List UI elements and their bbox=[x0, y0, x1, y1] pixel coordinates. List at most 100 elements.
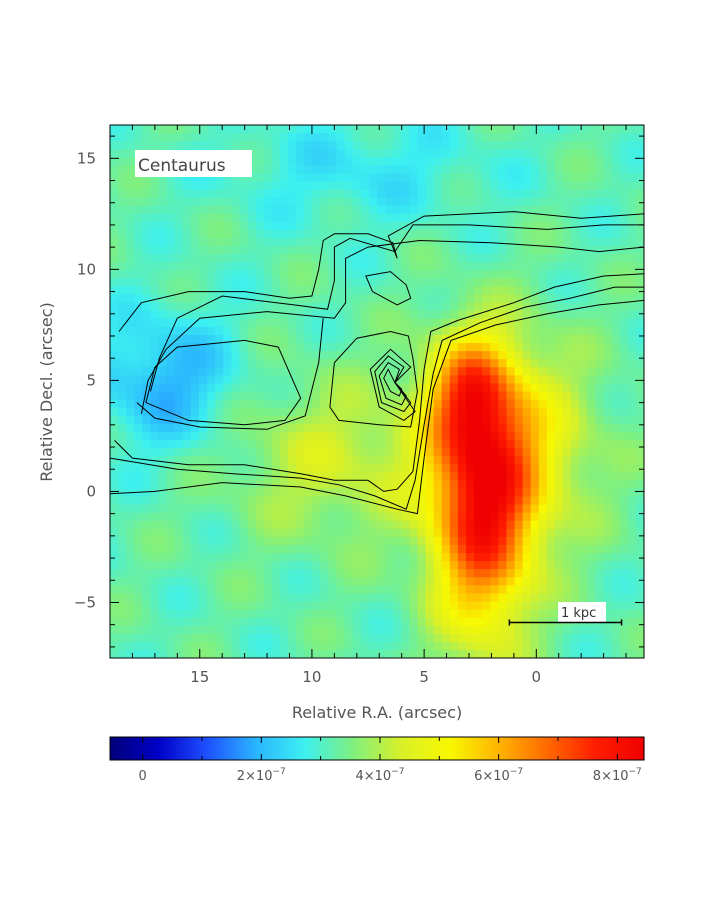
heatmap-cell bbox=[466, 561, 475, 570]
heatmap-cell bbox=[328, 197, 338, 207]
heatmap-cell bbox=[619, 383, 629, 393]
heatmap-cell bbox=[118, 262, 127, 271]
heatmap-cell bbox=[150, 577, 160, 586]
heatmap-cell bbox=[579, 496, 588, 506]
heatmap-cell bbox=[571, 528, 580, 538]
heatmap-cell bbox=[182, 391, 192, 401]
heatmap-cell bbox=[336, 464, 346, 473]
heatmap-cell bbox=[288, 125, 297, 134]
heatmap-cell bbox=[134, 593, 143, 603]
heatmap-cell bbox=[385, 221, 394, 231]
heatmap-cell bbox=[385, 504, 394, 514]
heatmap-cell bbox=[360, 270, 370, 280]
heatmap-cell bbox=[474, 254, 483, 263]
heatmap-cell bbox=[207, 141, 216, 150]
heatmap-cell bbox=[393, 391, 402, 401]
heatmap-cell bbox=[118, 512, 127, 522]
heatmap-cell bbox=[433, 577, 443, 586]
heatmap-cell bbox=[336, 609, 346, 619]
heatmap-cell bbox=[304, 125, 313, 134]
colorbar-swatch bbox=[272, 737, 276, 760]
heatmap-cell bbox=[417, 262, 427, 271]
heatmap-cell bbox=[271, 286, 281, 296]
heatmap-cell bbox=[231, 464, 241, 473]
heatmap-cell bbox=[635, 391, 644, 401]
heatmap-cell bbox=[433, 480, 443, 490]
heatmap-cell bbox=[118, 383, 127, 393]
heatmap-cell bbox=[110, 205, 119, 215]
heatmap-cell bbox=[223, 577, 232, 586]
heatmap-cell bbox=[126, 431, 135, 441]
heatmap-cell bbox=[433, 189, 443, 199]
heatmap-cell bbox=[126, 439, 135, 449]
heatmap-cell bbox=[142, 617, 152, 627]
heatmap-cell bbox=[530, 326, 540, 336]
heatmap-cell bbox=[158, 569, 168, 578]
heatmap-cell bbox=[587, 464, 597, 473]
heatmap-cell bbox=[239, 125, 249, 134]
heatmap-cell bbox=[409, 585, 419, 594]
colorbar-swatch bbox=[545, 737, 549, 760]
heatmap-cell bbox=[231, 294, 241, 304]
heatmap-cell bbox=[368, 399, 378, 409]
colorbar-swatch bbox=[617, 737, 621, 760]
colorbar-swatch bbox=[191, 737, 195, 760]
heatmap-cell bbox=[110, 399, 119, 409]
heatmap-cell bbox=[611, 286, 621, 296]
heatmap-cell bbox=[320, 359, 330, 368]
heatmap-cell bbox=[522, 512, 532, 522]
heatmap-cell bbox=[352, 569, 362, 578]
heatmap-cell bbox=[417, 423, 427, 433]
heatmap-cell bbox=[409, 141, 419, 150]
colorbar-swatch bbox=[245, 737, 249, 760]
heatmap-cell bbox=[288, 133, 297, 142]
heatmap-cell bbox=[627, 141, 637, 150]
heatmap-cell bbox=[506, 553, 516, 562]
heatmap-cell bbox=[279, 633, 289, 643]
heatmap-cell bbox=[425, 617, 435, 627]
heatmap-cell bbox=[199, 286, 208, 296]
heatmap-cell bbox=[603, 375, 613, 385]
heatmap-cell bbox=[263, 205, 273, 215]
heatmap-cell bbox=[506, 141, 516, 150]
heatmap-cell bbox=[385, 278, 394, 288]
heatmap-cell bbox=[377, 472, 386, 481]
heatmap-cell bbox=[328, 254, 338, 263]
heatmap-cell bbox=[482, 278, 491, 288]
heatmap-cell bbox=[611, 601, 621, 611]
heatmap-cell bbox=[449, 553, 459, 562]
colorbar-swatch bbox=[194, 737, 198, 760]
heatmap-cell bbox=[466, 375, 475, 385]
heatmap-cell bbox=[498, 351, 508, 360]
heatmap-cell bbox=[579, 504, 588, 514]
heatmap-cell bbox=[174, 189, 184, 199]
colorbar-swatch bbox=[602, 737, 606, 760]
colorbar-swatch bbox=[554, 737, 558, 760]
heatmap-cell bbox=[158, 213, 168, 223]
heatmap-cell bbox=[352, 221, 362, 231]
heatmap-cell bbox=[627, 229, 637, 239]
heatmap-cell bbox=[555, 125, 564, 134]
heatmap-cell bbox=[255, 238, 265, 247]
heatmap-cell bbox=[368, 286, 378, 296]
heatmap-cell bbox=[344, 375, 354, 385]
heatmap-cell bbox=[126, 359, 135, 368]
heatmap-cell bbox=[635, 464, 644, 473]
heatmap-cell bbox=[441, 351, 451, 360]
heatmap-cell bbox=[158, 294, 168, 304]
heatmap-cell bbox=[482, 141, 491, 150]
heatmap-cell bbox=[627, 181, 637, 191]
heatmap-cell bbox=[433, 569, 443, 578]
heatmap-cell bbox=[611, 585, 621, 594]
heatmap-cell bbox=[190, 391, 200, 401]
colorbar-swatch bbox=[464, 737, 468, 760]
heatmap-cell bbox=[498, 415, 508, 425]
colorbar-swatch bbox=[143, 737, 147, 760]
heatmap-cell bbox=[190, 286, 200, 296]
heatmap-cell bbox=[457, 496, 467, 506]
heatmap-cell bbox=[158, 189, 168, 199]
heatmap-cell bbox=[263, 165, 273, 175]
heatmap-cell bbox=[247, 181, 257, 191]
heatmap-cell bbox=[498, 569, 508, 578]
heatmap-cell bbox=[296, 278, 305, 288]
